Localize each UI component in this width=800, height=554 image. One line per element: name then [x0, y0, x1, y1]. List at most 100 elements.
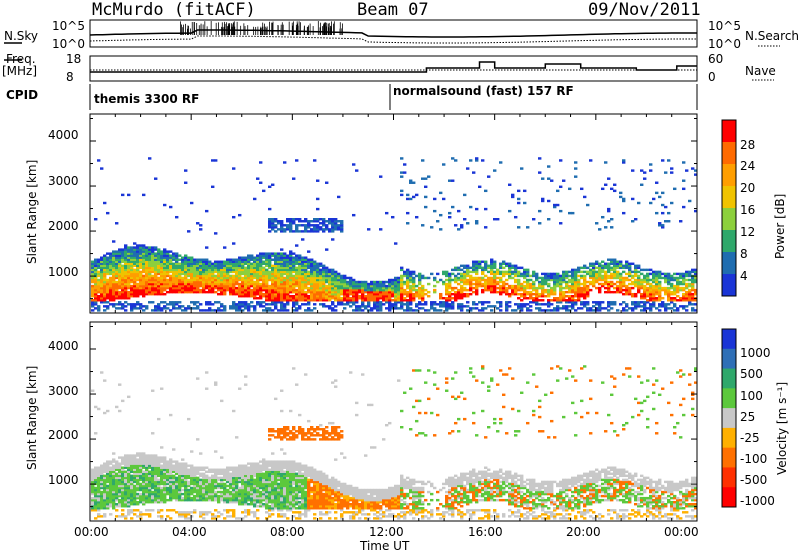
heatmap-cell: [292, 222, 296, 225]
heatmap-cell: [202, 268, 206, 272]
heatmap-cell: [355, 290, 359, 294]
heatmap-cell: [229, 305, 233, 308]
heatmap-cell: [277, 258, 281, 261]
heatmap-cell: [118, 468, 122, 471]
heatmap-cell: [151, 486, 155, 490]
heatmap-cell: [202, 262, 206, 266]
heatmap-cell: [157, 266, 161, 270]
heatmap-cell: [565, 286, 569, 290]
heatmap-cell: [604, 276, 608, 280]
heatmap-cell: [208, 282, 212, 286]
heatmap-cell: [241, 288, 245, 292]
heatmap-cell: [412, 282, 416, 286]
heatmap-cell: [166, 486, 170, 490]
heatmap-cell: [526, 278, 530, 282]
heatmap-cell: [322, 228, 326, 231]
heatmap-cell: [334, 286, 338, 290]
heatmap-cell: [379, 288, 383, 292]
heatmap-cell: [430, 307, 434, 310]
heatmap-cell: [283, 288, 287, 292]
heatmap-cell: [301, 299, 305, 302]
heatmap-cell: [466, 282, 470, 286]
heatmap-cell: [214, 278, 218, 282]
heatmap-cell: [133, 252, 137, 255]
heatmap-cell: [457, 294, 461, 298]
heatmap-cell: [103, 309, 107, 312]
heatmap-cell: [511, 284, 515, 288]
heatmap-cell: [451, 157, 455, 160]
heatmap-cell: [649, 272, 653, 276]
heatmap-cell: [292, 266, 296, 270]
heatmap-cell: [493, 288, 497, 292]
heatmap-cell: [616, 276, 620, 280]
heatmap-cell: [658, 286, 662, 290]
heatmap-cell: [508, 183, 512, 186]
heatmap-cell: [565, 272, 569, 276]
heatmap-cell: [388, 301, 392, 304]
heatmap-cell: [196, 492, 200, 496]
heatmap-cell: [310, 297, 314, 300]
heatmap-cell: [424, 195, 428, 199]
heatmap-cell: [604, 286, 608, 290]
heatmap-cell: [292, 305, 296, 308]
heatmap-cell: [121, 286, 125, 290]
heatmap-cell: [529, 294, 533, 298]
heatmap-cell: [493, 264, 497, 268]
heatmap-cell: [106, 462, 110, 465]
heatmap-cell: [286, 266, 290, 270]
heatmap-cell: [268, 254, 272, 257]
heatmap-cell: [334, 305, 338, 308]
heatmap-cell: [202, 278, 206, 282]
heatmap-cell: [481, 278, 485, 282]
heatmap-cell: [418, 294, 422, 298]
heatmap-cell: [367, 297, 371, 300]
heatmap-cell: [181, 511, 185, 514]
heatmap-cell: [682, 274, 686, 278]
xtick-4: 16:00: [468, 525, 503, 539]
heatmap-cell: [178, 486, 182, 490]
heatmap-cell: [382, 292, 386, 296]
heatmap-cell: [661, 191, 665, 195]
heatmap-cell: [283, 303, 287, 306]
heatmap-cell: [472, 266, 476, 270]
heatmap-cell: [184, 256, 188, 259]
heatmap-cell: [586, 307, 590, 310]
heatmap-cell: [169, 517, 173, 520]
heatmap-cell: [244, 278, 248, 282]
heatmap-cell: [106, 292, 110, 296]
heatmap-cell: [445, 270, 449, 274]
heatmap-cell: [424, 301, 428, 304]
heatmap-cell: [187, 476, 191, 480]
heatmap-cell: [178, 488, 182, 492]
heatmap-cell: [178, 466, 182, 469]
heatmap-cell: [106, 409, 110, 413]
heatmap-cell: [346, 282, 350, 286]
heatmap-cell: [673, 305, 677, 308]
heatmap-cell: [481, 266, 485, 270]
heatmap-cell: [115, 288, 119, 292]
heatmap-cell: [160, 282, 164, 286]
heatmap-cell: [505, 290, 509, 294]
heatmap-cell: [238, 278, 242, 282]
heatmap-cell: [607, 309, 611, 312]
heatmap-cell: [295, 309, 299, 312]
heatmap-cell: [127, 492, 131, 496]
heatmap-cell: [316, 264, 320, 268]
heatmap-cell: [97, 502, 101, 506]
heatmap-cell: [667, 297, 671, 300]
heatmap-cell: [463, 292, 467, 296]
heatmap-cell: [268, 272, 272, 276]
heatmap-cell: [313, 294, 317, 298]
heatmap-cell: [313, 230, 317, 233]
heatmap-cell: [142, 460, 146, 463]
heatmap-cell: [97, 282, 101, 286]
heatmap-cell: [271, 220, 275, 223]
heatmap-cell: [97, 297, 101, 300]
heatmap-cell: [397, 286, 401, 290]
heatmap-cell: [253, 268, 257, 272]
heatmap-cell: [124, 258, 128, 261]
heatmap-cell: [160, 268, 164, 272]
heatmap-cell: [550, 272, 554, 276]
heatmap-cell: [628, 264, 632, 268]
heatmap-cell: [232, 276, 236, 280]
